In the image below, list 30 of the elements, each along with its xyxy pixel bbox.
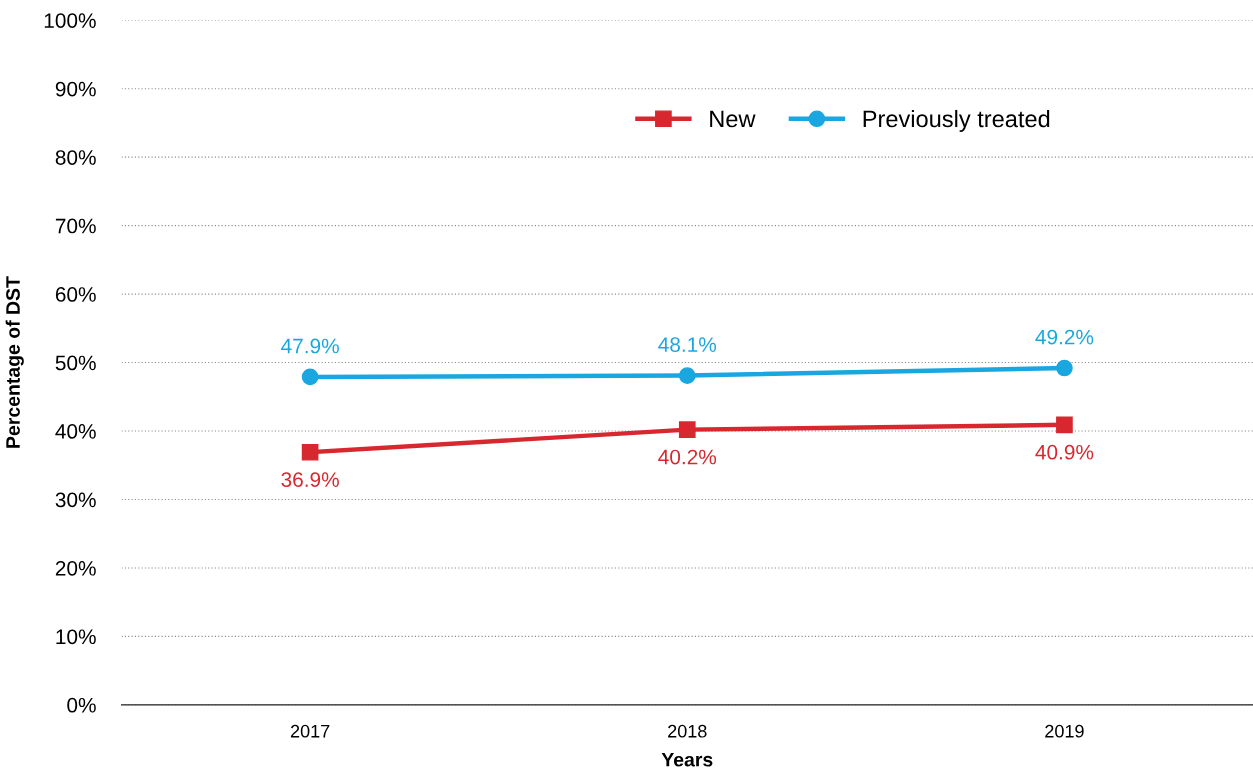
x-tick-label: 2017 xyxy=(290,724,330,738)
data-label: 47.9% xyxy=(281,338,339,354)
y-axis-title: Percentage of DST xyxy=(5,276,24,448)
x-axis-title: Years xyxy=(661,752,713,767)
point xyxy=(678,421,696,438)
y-tick-label: 90% xyxy=(55,81,96,97)
y-tick-label: 100% xyxy=(44,13,96,28)
legend-label: New xyxy=(710,110,756,128)
y-tick-label: 0% xyxy=(67,697,96,713)
legend-label: Previously treated xyxy=(863,109,1050,132)
data-label: 40.9% xyxy=(1035,444,1094,460)
point xyxy=(678,367,696,384)
y-tick-label: 10% xyxy=(56,629,96,645)
data-label: 49.2% xyxy=(1035,329,1094,345)
point xyxy=(1056,359,1073,377)
y-tick-label: 70% xyxy=(55,218,96,234)
data-label: 48.1% xyxy=(658,337,717,352)
y-tick-label: 60% xyxy=(55,287,96,302)
data-label: 40.2% xyxy=(658,449,717,465)
x-tick-label: 2018 xyxy=(668,724,707,738)
y-tick-label: 80% xyxy=(55,150,96,165)
y-tick-label: 40% xyxy=(55,424,96,439)
y-tick-label: 30% xyxy=(55,492,96,508)
y-tick-label: 20% xyxy=(55,560,96,576)
point xyxy=(301,443,319,461)
point xyxy=(1056,416,1073,434)
point xyxy=(301,368,319,386)
x-tick-label: 2019 xyxy=(1045,724,1084,738)
data-label: 36.9% xyxy=(281,472,339,487)
y-tick-label: 50% xyxy=(55,355,96,371)
